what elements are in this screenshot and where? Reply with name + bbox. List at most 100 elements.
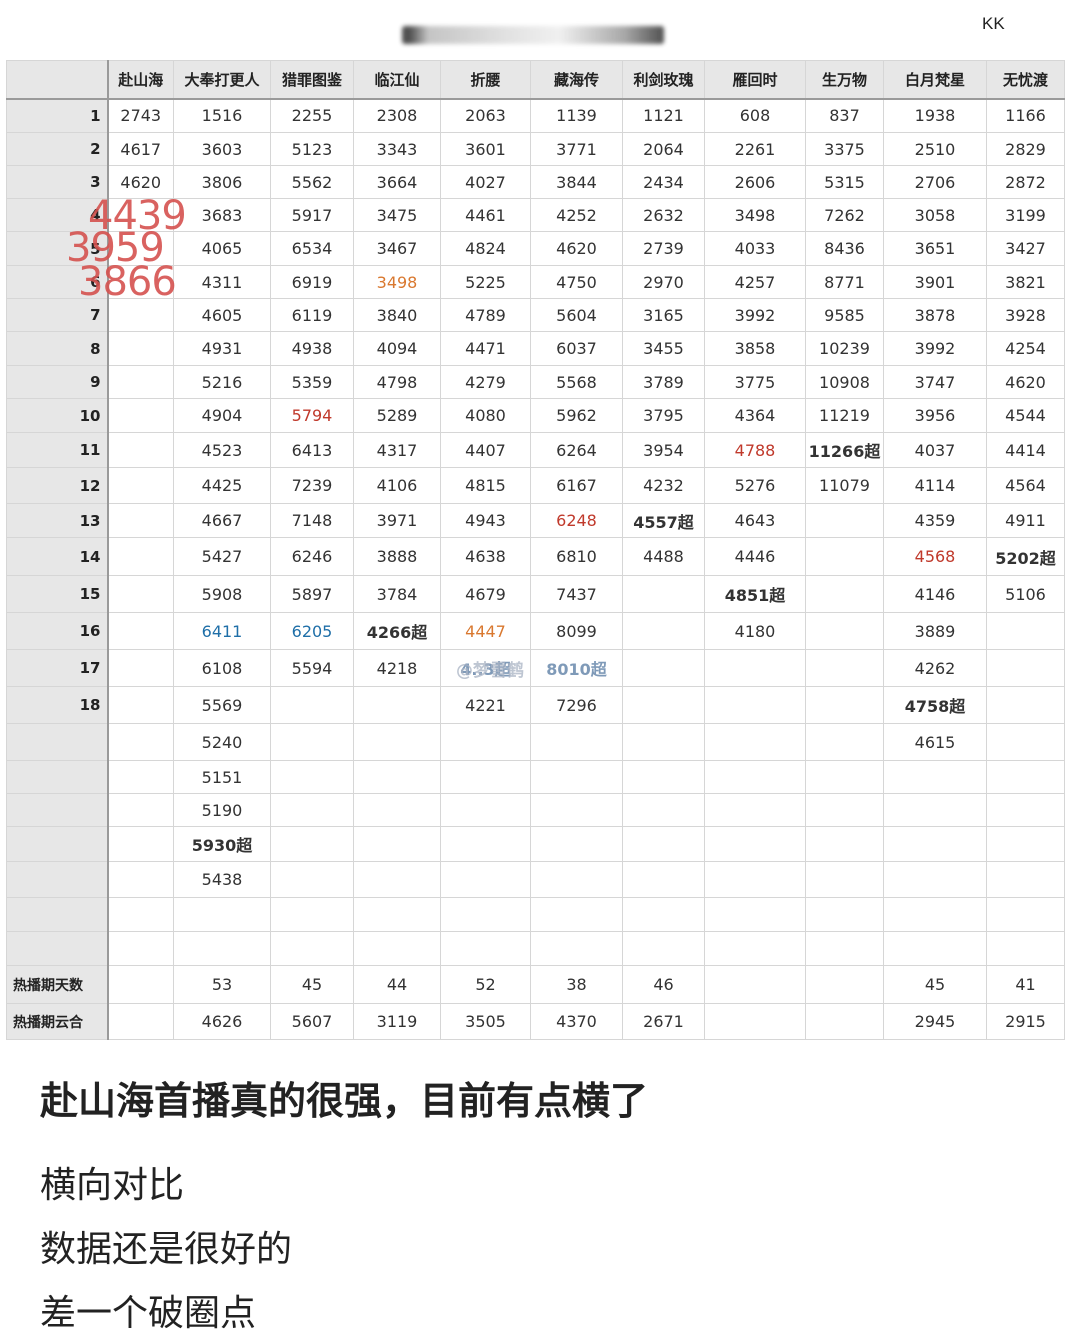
- table-cell: 5225: [440, 265, 531, 299]
- table-cell: 6919: [270, 265, 354, 299]
- table-cell: 5123: [270, 132, 354, 166]
- table-cell: 4311: [173, 265, 271, 299]
- table-cell: 6534: [270, 231, 354, 266]
- table-cell: 2255: [270, 98, 354, 133]
- table-cell: [107, 537, 174, 576]
- table-cell: 4094: [353, 331, 441, 366]
- table-cell: 4317: [353, 432, 441, 468]
- table-cell: [622, 931, 705, 966]
- row-header: 15: [6, 575, 109, 613]
- table-cell: 10908: [805, 365, 884, 399]
- table-cell: [353, 897, 441, 932]
- table-row: 16 6411 6205 4266超 4447 8099 4180 3889: [6, 612, 1065, 650]
- table-cell: 3475: [353, 198, 441, 232]
- table-cell: [986, 897, 1065, 932]
- corner-cell: [6, 60, 109, 100]
- table-cell: 4679: [440, 575, 531, 613]
- table-cell: 3427: [986, 231, 1065, 266]
- table-cell: [107, 931, 174, 966]
- table-cell: [805, 760, 884, 794]
- table-cell: 8010超: [530, 649, 623, 687]
- table-cell: 1121: [622, 98, 705, 133]
- table-cell: 608: [704, 98, 806, 133]
- table-cell: 53: [173, 965, 271, 1004]
- table-cell: [107, 686, 174, 724]
- table-cell: [704, 793, 806, 827]
- table-row: 5930超: [6, 826, 1065, 862]
- table-cell: 4232: [622, 467, 705, 504]
- table-cell: 3058: [883, 198, 987, 232]
- table-cell: [704, 897, 806, 932]
- table-cell: [107, 198, 174, 232]
- table-cell: [704, 723, 806, 761]
- table-cell: 3165: [622, 298, 705, 332]
- table-cell: 44: [353, 965, 441, 1004]
- table-cell: 4488: [622, 537, 705, 576]
- table-cell: 4447: [440, 612, 531, 650]
- table-cell: 5908: [173, 575, 271, 613]
- row-header: 17: [6, 649, 109, 687]
- table-cell: 3498: [704, 198, 806, 232]
- table-cell: [805, 793, 884, 827]
- table-cell: [883, 897, 987, 932]
- table-cell: 5897: [270, 575, 354, 613]
- table-row: 13 4667 7148 3971 4943 6248 4557超 4643 4359 4911: [6, 503, 1065, 538]
- table-cell: [173, 931, 271, 966]
- table-row: 5438: [6, 861, 1065, 898]
- table-cell: 4931: [173, 331, 271, 366]
- table-cell: 7239: [270, 467, 354, 504]
- handwritten-number: 3959: [66, 225, 165, 271]
- table-cell: [107, 793, 174, 827]
- table-cell: 6108: [173, 649, 271, 687]
- table-cell: 5202超: [986, 537, 1065, 576]
- watermark: @梦雪鹤: [456, 661, 524, 681]
- table-cell: [704, 861, 806, 898]
- row-header: 6: [6, 265, 109, 299]
- table-cell: 4..3超: [440, 649, 531, 687]
- table-cell: [986, 826, 1065, 862]
- table-cell: [805, 503, 884, 538]
- table-cell: [440, 897, 531, 932]
- table-cell: 3992: [883, 331, 987, 366]
- table-cell: [107, 432, 174, 468]
- table-cell: [986, 612, 1065, 650]
- table-cell: [270, 897, 354, 932]
- row-header: [6, 861, 109, 898]
- column-header: 大奉打更人: [173, 60, 271, 100]
- table-cell: [883, 826, 987, 862]
- table-cell: 5607: [270, 1003, 354, 1040]
- table-cell: 3789: [622, 365, 705, 399]
- table-cell: 6810: [530, 537, 623, 576]
- table-cell: 38: [530, 965, 623, 1004]
- table-cell: 6413: [270, 432, 354, 468]
- table-row: 9 5216 5359 4798 4279 5568 3789 3775 10908 3747 46…: [6, 365, 1065, 399]
- table-cell: 5106: [986, 575, 1065, 613]
- column-header: 白月梵星: [883, 60, 987, 100]
- table-cell: [107, 331, 174, 366]
- table-row: 15 5908 5897 3784 4679 7437 4851超 4146 5106: [6, 575, 1065, 613]
- table-cell: 3651: [883, 231, 987, 266]
- table-cell: [622, 861, 705, 898]
- table-cell: 3901: [883, 265, 987, 299]
- table-cell: [883, 760, 987, 794]
- table-cell: 5289: [353, 398, 441, 433]
- table-cell: 3775: [704, 365, 806, 399]
- table-cell: [107, 365, 174, 399]
- table-cell: 5917: [270, 198, 354, 232]
- table-cell: 3455: [622, 331, 705, 366]
- table-cell: [986, 649, 1065, 687]
- table-cell: 2606: [704, 165, 806, 199]
- table-row: 10 4904 5794 5289 4080 5962 3795 4364 11219 3956 4…: [6, 398, 1065, 433]
- table-cell: 4180: [704, 612, 806, 650]
- table-cell: [530, 723, 623, 761]
- table-cell: 3840: [353, 298, 441, 332]
- row-header: [6, 723, 109, 761]
- table-cell: 4252: [530, 198, 623, 232]
- table-cell: [107, 897, 174, 932]
- table-cell: [270, 760, 354, 794]
- table-cell: 4557超: [622, 503, 705, 538]
- caption-line: 数据还是很好的: [40, 1229, 293, 1270]
- table-cell: [622, 612, 705, 650]
- corner-label: KK: [982, 14, 1005, 33]
- table-cell: 4750: [530, 265, 623, 299]
